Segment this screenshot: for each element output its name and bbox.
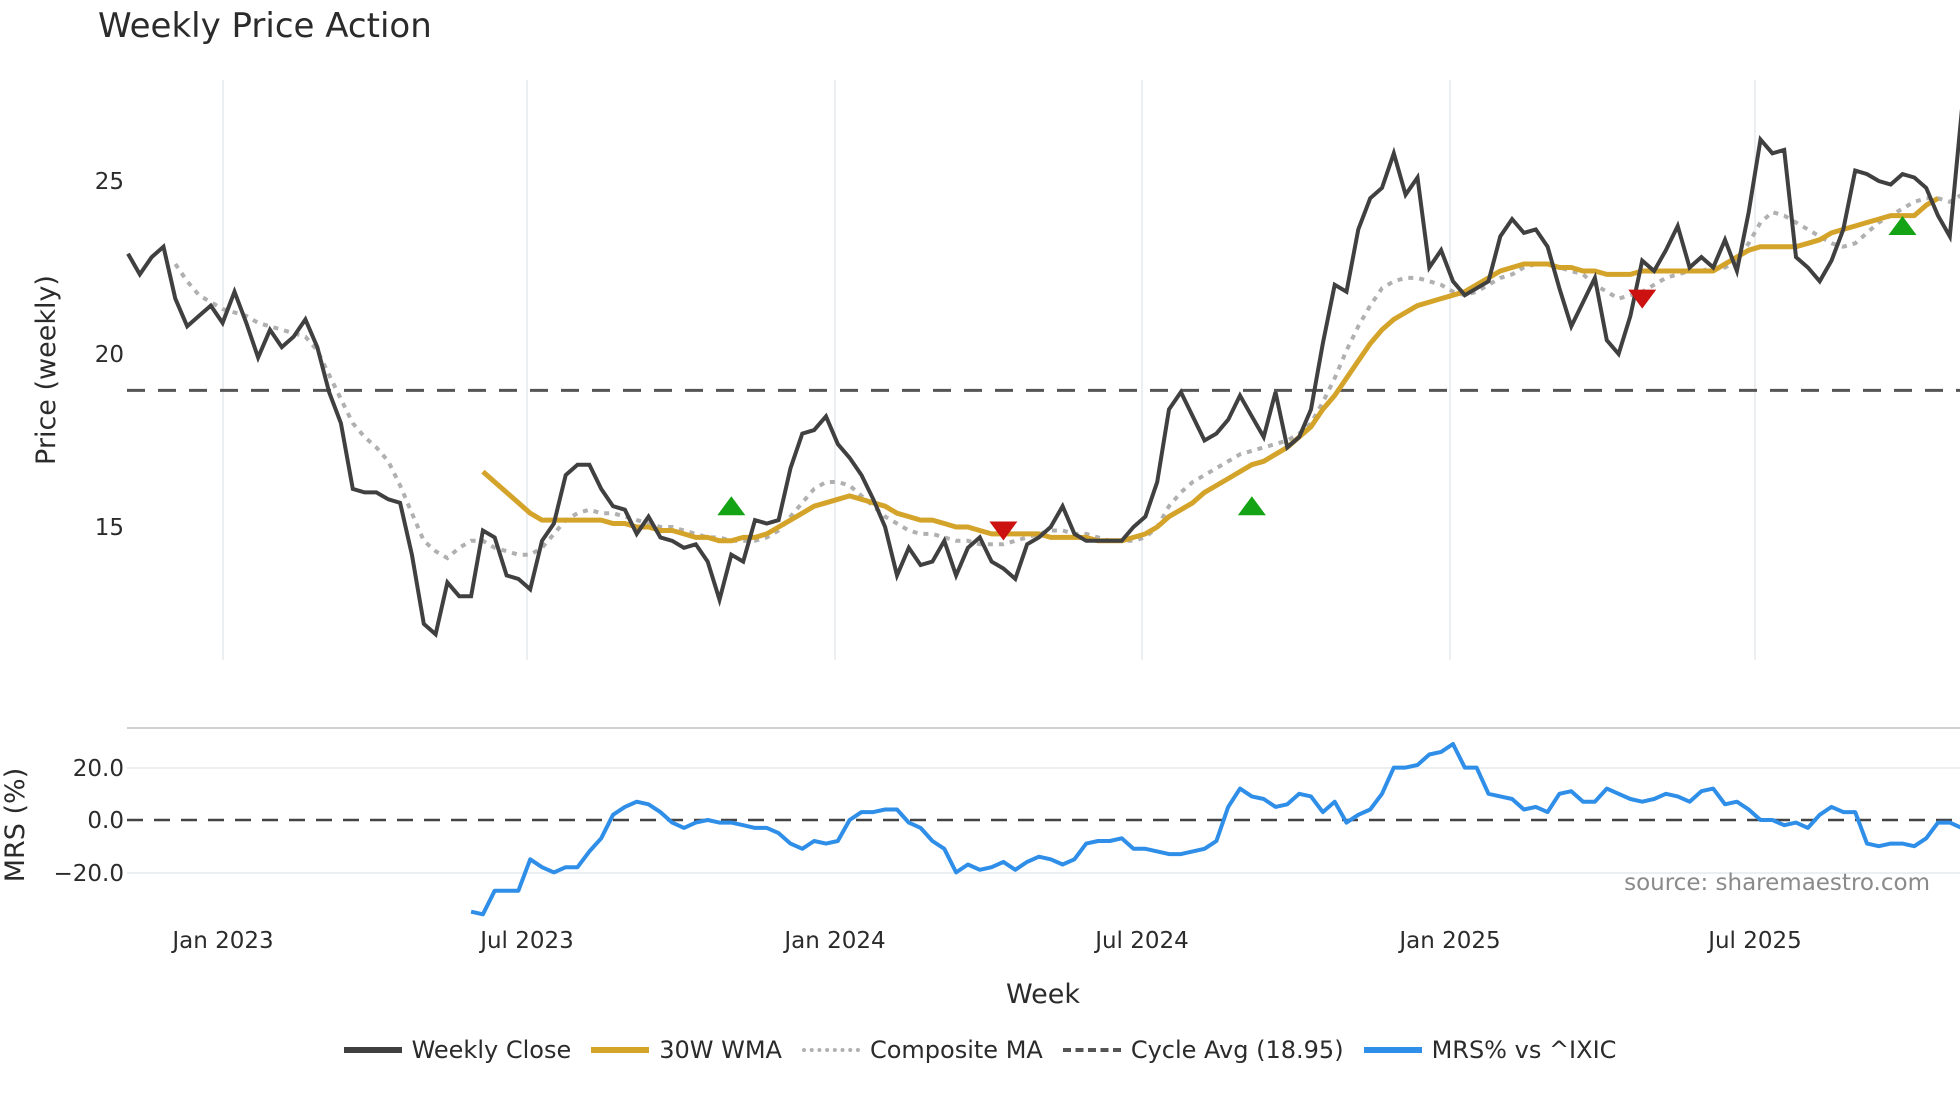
x-tick-jul-2023: Jul 2023 bbox=[478, 928, 574, 954]
legend-label: Composite MA bbox=[869, 1036, 1043, 1064]
x-axis-title: Week bbox=[1006, 979, 1080, 1010]
mrs-tick-0: 0.0 bbox=[87, 808, 124, 834]
sell-signal-icon bbox=[989, 521, 1018, 541]
mrs-axis-title: MRS (%) bbox=[0, 768, 31, 883]
x-tick-jan-2024: Jan 2024 bbox=[782, 928, 885, 954]
axis-labels: 25 20 15 Price (weekly) 20.0 0.0 −20.0 M… bbox=[0, 169, 1930, 1010]
price-tick-15: 15 bbox=[95, 515, 124, 541]
solid-line-icon bbox=[343, 1047, 402, 1053]
dashed-line-icon bbox=[1062, 1048, 1121, 1052]
price-axis-title: Price (weekly) bbox=[31, 275, 62, 465]
x-tick-jul-2024: Jul 2024 bbox=[1093, 928, 1189, 954]
legend-item-30w-wma[interactable]: 30W WMA bbox=[591, 1036, 782, 1064]
legend-label: Cycle Avg (18.95) bbox=[1130, 1036, 1344, 1064]
legend-label: 30W WMA bbox=[659, 1036, 782, 1064]
x-tick-jan-2023: Jan 2023 bbox=[170, 928, 273, 954]
x-tick-jul-2025: Jul 2025 bbox=[1706, 928, 1802, 954]
price-tick-25: 25 bbox=[95, 169, 124, 195]
legend-label: Weekly Close bbox=[411, 1036, 572, 1064]
chart-title: Weekly Price Action bbox=[98, 6, 432, 46]
solid-line-icon bbox=[591, 1047, 650, 1053]
mrs-panel bbox=[127, 742, 1960, 917]
mrs-tick-neg20: −20.0 bbox=[54, 861, 124, 887]
price-panel bbox=[126, 108, 1960, 639]
legend-item-weekly-close[interactable]: Weekly Close bbox=[343, 1036, 572, 1064]
buy-signal-icon bbox=[1888, 215, 1917, 235]
source-label: source: sharemaestro.com bbox=[1624, 870, 1930, 896]
buy-signal-icon bbox=[717, 496, 746, 516]
dotted-line-icon bbox=[801, 1048, 860, 1052]
mrs-tick-20: 20.0 bbox=[73, 756, 124, 782]
x-tick-jan-2025: Jan 2025 bbox=[1397, 928, 1500, 954]
sell-signal-icon bbox=[1628, 289, 1657, 309]
legend: Weekly Close 30W WMA Composite MA Cycle … bbox=[0, 1036, 1960, 1064]
price-tick-20: 20 bbox=[95, 342, 124, 368]
buy-signal-icon bbox=[1237, 496, 1266, 516]
gridlines bbox=[127, 80, 1960, 874]
solid-line-icon bbox=[1363, 1047, 1422, 1053]
legend-item-composite-ma[interactable]: Composite MA bbox=[801, 1036, 1043, 1064]
legend-item-mrs[interactable]: MRS% vs ^IXIC bbox=[1363, 1036, 1617, 1064]
legend-label: MRS% vs ^IXIC bbox=[1431, 1036, 1617, 1064]
legend-item-cycle-avg[interactable]: Cycle Avg (18.95) bbox=[1062, 1036, 1344, 1064]
